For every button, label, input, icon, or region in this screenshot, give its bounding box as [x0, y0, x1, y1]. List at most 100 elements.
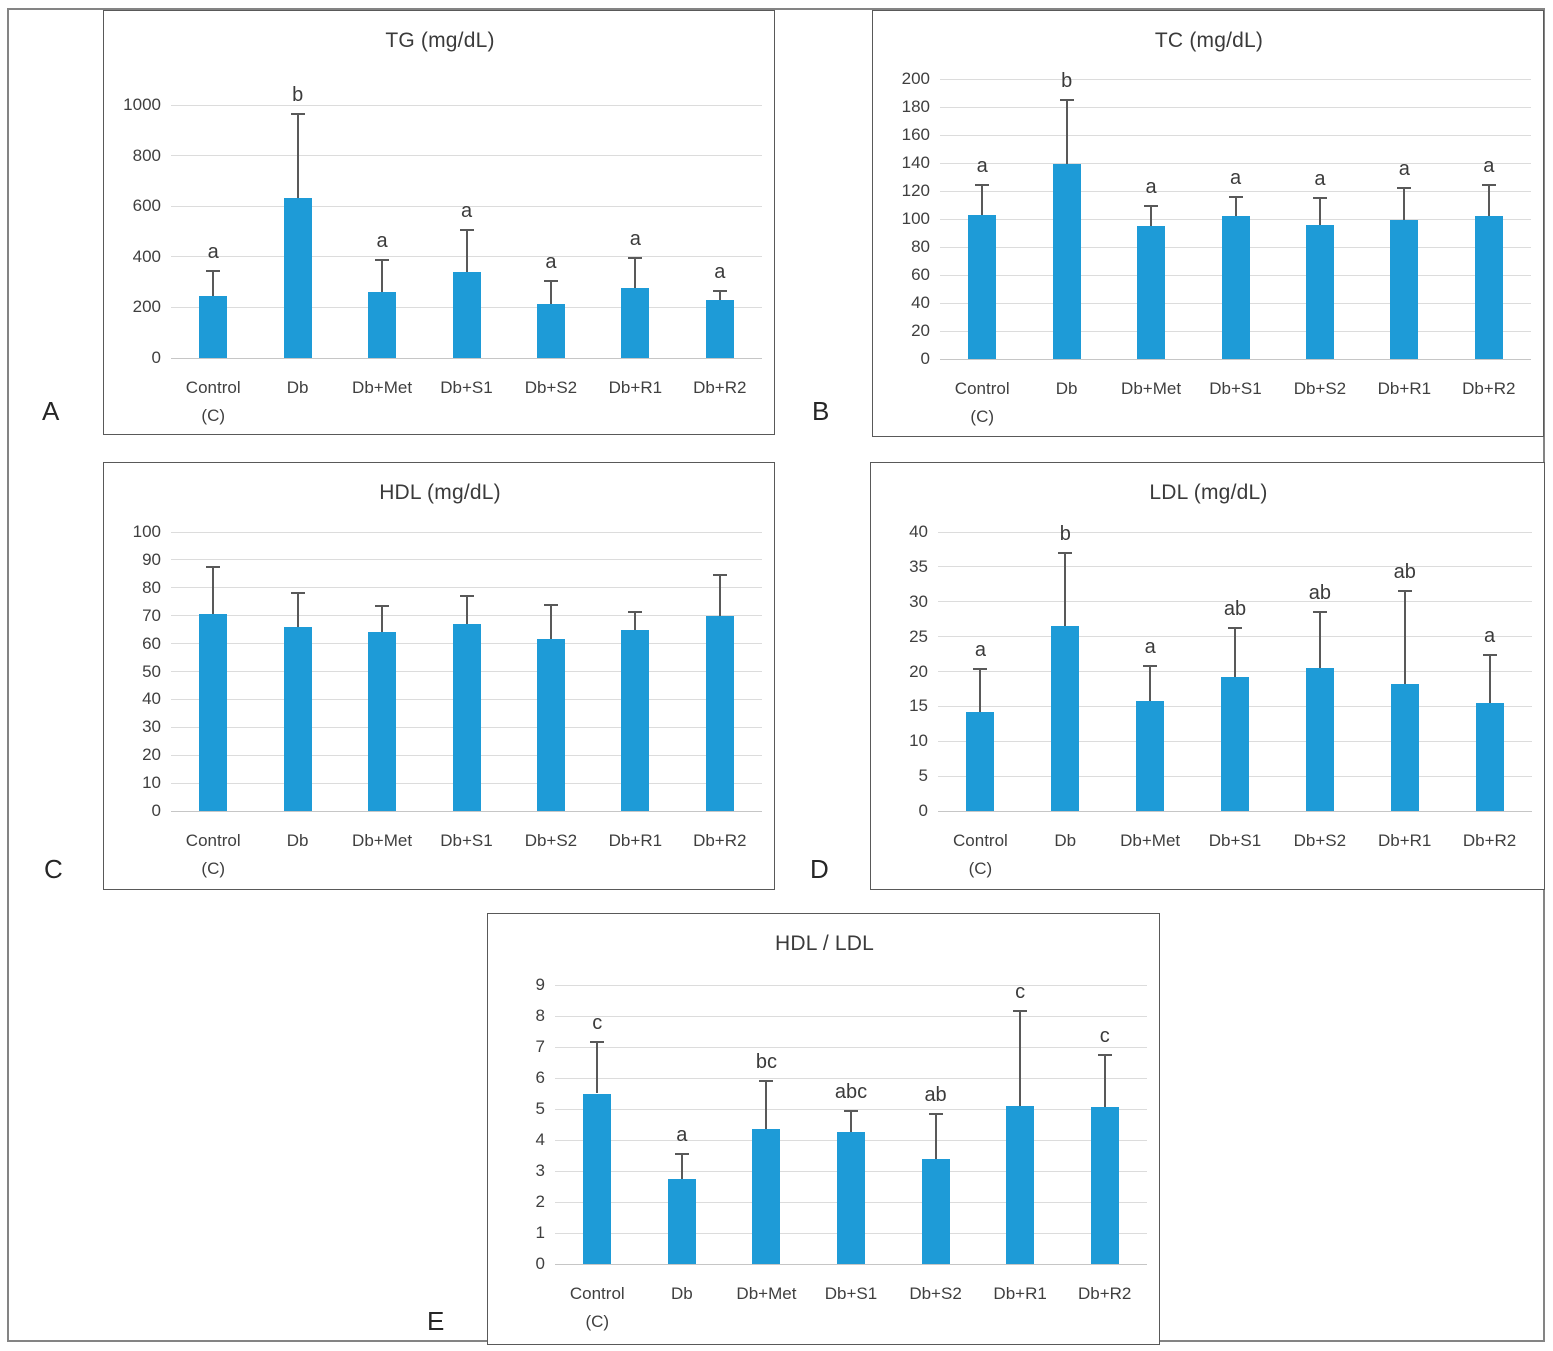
error-bar: [634, 257, 637, 288]
gridline: [171, 205, 762, 207]
y-axis-tick-label: 90: [142, 549, 161, 569]
y-axis-tick-label: 400: [132, 246, 161, 266]
chart-title: HDL / LDL: [774, 932, 875, 955]
y-axis-tick-label: 20: [142, 745, 161, 765]
error-bar: [1149, 665, 1152, 702]
bar: [1390, 684, 1419, 811]
significance-letter: a: [974, 638, 986, 661]
bar: [705, 300, 734, 358]
error-bar: [765, 1081, 768, 1130]
x-axis-category-label: Db+R1: [1378, 831, 1432, 850]
error-bar: [549, 281, 552, 305]
error-bar-cap: [543, 603, 558, 606]
bar: [1305, 224, 1334, 359]
error-bar-cap: [975, 184, 990, 187]
error-bar-cap: [543, 280, 558, 283]
significance-letter: a: [1229, 166, 1242, 189]
error-bar: [1318, 611, 1321, 668]
bar: [1137, 226, 1166, 359]
error-bar: [212, 566, 215, 615]
panel-label-c: C: [44, 854, 63, 884]
significance-letter: c: [592, 1012, 603, 1035]
error-bar-cap: [1144, 205, 1159, 208]
error-bar-cap: [674, 1152, 689, 1155]
gridline: [940, 134, 1531, 136]
error-bar: [718, 290, 721, 301]
significance-letter: a: [676, 1123, 688, 1146]
y-axis-tick-label: 30: [909, 591, 928, 611]
gridline: [171, 587, 762, 589]
x-axis-category-label: Db+R2: [1462, 379, 1516, 398]
y-axis-tick-label: 2: [535, 1192, 545, 1211]
y-axis-tick-label: 4: [535, 1130, 545, 1149]
y-axis-tick-label: 8: [535, 1006, 545, 1025]
error-bar-cap: [459, 229, 474, 232]
x-axis-category-label: Db+Met: [736, 1284, 797, 1303]
significance-letter: c: [1015, 981, 1026, 1004]
y-axis-tick-label: 600: [132, 196, 161, 216]
bar: [752, 1129, 781, 1264]
gridline: [940, 106, 1531, 108]
x-axis-category-label: Db: [286, 378, 309, 397]
x-axis-category-label: Db+R1: [608, 831, 663, 850]
significance-letter: a: [460, 200, 473, 223]
error-bar: [981, 185, 984, 215]
y-axis-tick-label: 120: [901, 181, 930, 200]
gridline: [171, 104, 762, 106]
significance-letter: bc: [755, 1051, 777, 1074]
error-bar: [634, 611, 637, 630]
panel-label-e: E: [427, 1306, 445, 1336]
gridline: [555, 1077, 1147, 1079]
gridline: [940, 162, 1531, 164]
panel-c-hdl-chart: HDL (mg/dL) 0 10 20 30 40 50 60 70 80 90 100 Control…: [103, 462, 775, 890]
error-bar: [1487, 185, 1490, 217]
y-axis-tick-label: 3: [535, 1161, 545, 1180]
significance-letter: a: [976, 155, 988, 178]
error-bar-cap: [206, 270, 221, 273]
panel-b-tc-chart: TC (mg/dL) 0 20 40 60 80 100 120 140 160 180 200 a Co…: [872, 10, 1544, 437]
panel-label-b: B: [812, 396, 830, 426]
error-bar: [680, 1153, 683, 1179]
significance-letter: a: [1145, 176, 1157, 199]
gridline: [938, 810, 1532, 812]
bar: [1305, 668, 1334, 811]
x-axis-category-label: Db+R1: [993, 1284, 1047, 1303]
y-axis-tick-label: 200: [132, 297, 161, 317]
bar: [1221, 216, 1250, 359]
error-bar-cap: [1312, 197, 1327, 199]
x-axis-category-label: Db+S1: [440, 831, 493, 850]
x-axis-category-label: Control (C): [185, 831, 241, 879]
bar: [199, 614, 228, 811]
x-axis-category-label: Db+S2: [1293, 831, 1347, 850]
y-axis-tick-label: 40: [142, 689, 161, 709]
significance-letter: ab: [1308, 581, 1331, 604]
chart-title: LDL (mg/dL): [1149, 481, 1268, 504]
significance-letter: c: [1099, 1024, 1110, 1047]
y-axis-tick-label: 800: [132, 145, 161, 165]
y-axis-tick-label: 1000: [123, 95, 161, 114]
significance-letter: a: [1144, 635, 1156, 658]
x-axis-category-label: Db+S2: [524, 378, 578, 397]
y-axis-tick-label: 140: [901, 153, 930, 172]
x-axis-category-label: Db+S1: [1209, 379, 1262, 398]
x-axis-category-label: Control (C): [954, 379, 1010, 427]
x-axis-category-label: Db+S1: [440, 378, 493, 397]
chart-title: TC (mg/dL): [1154, 29, 1264, 52]
significance-letter: a: [1484, 624, 1496, 647]
y-axis-tick-label: 50: [142, 661, 161, 681]
error-bar: [850, 1110, 852, 1133]
error-bar-cap: [1397, 187, 1412, 190]
error-bar-cap: [759, 1080, 774, 1083]
x-axis-category-label: Db+R1: [1377, 379, 1432, 398]
y-axis-tick-label: 0: [918, 801, 928, 820]
gridline: [555, 984, 1147, 986]
error-bar: [1318, 198, 1321, 225]
y-axis-tick-label: 1: [535, 1223, 545, 1242]
error-bar-cap: [928, 1112, 943, 1115]
x-axis-category-label: Db+R1: [608, 378, 663, 397]
y-axis-tick-label: 40: [911, 293, 930, 312]
y-axis-tick-label: 20: [909, 661, 928, 681]
gridline: [940, 190, 1531, 192]
y-axis-tick-label: 60: [911, 265, 930, 284]
y-axis-tick-label: 10: [909, 731, 928, 751]
